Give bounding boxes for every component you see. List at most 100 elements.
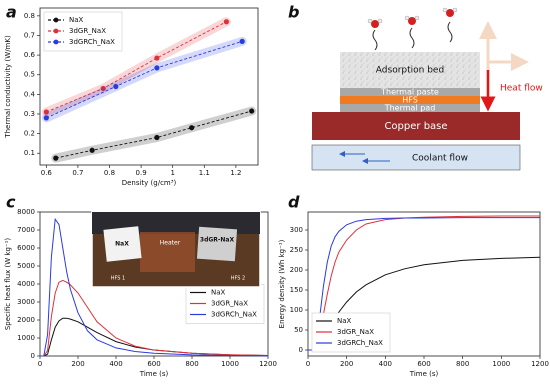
data-point xyxy=(189,125,195,131)
inset-label: HFS 2 xyxy=(231,276,246,282)
y-tick-label: 0 xyxy=(31,352,35,360)
data-point xyxy=(43,115,49,121)
x-tick-label: 400 xyxy=(379,360,392,368)
legend-label: NaX xyxy=(211,289,226,297)
legend-label: 3dGRCh_NaX xyxy=(337,339,383,347)
x-tick-label: 1200 xyxy=(259,360,277,368)
y-tick-label: 150 xyxy=(290,286,303,294)
legend-label: 3dGRCh_NaX xyxy=(69,38,115,46)
data-point xyxy=(154,65,160,71)
y-tick-label: 3000 xyxy=(17,298,35,306)
data-point xyxy=(223,19,230,25)
x-tick-label: 800 xyxy=(185,360,198,368)
x-tick-label: 1000 xyxy=(221,360,239,368)
heat-flow-label: Heat flow xyxy=(500,84,543,94)
thermal-pad xyxy=(340,104,480,112)
series-line xyxy=(40,279,269,357)
error-band xyxy=(41,36,247,123)
series-line xyxy=(55,110,252,159)
y-axis-label: Specific heat flux (W kg⁻¹) xyxy=(4,238,12,331)
x-tick-label: 0.6 xyxy=(41,169,53,177)
y-tick-label: 6000 xyxy=(17,244,35,252)
thermal-paste xyxy=(340,88,480,96)
x-tick-label: 400 xyxy=(109,360,122,368)
y-tick-label: 7000 xyxy=(17,226,35,234)
y-tick-label: 0.6 xyxy=(24,51,36,59)
coolant-flow-label: Coolant flow xyxy=(412,154,468,164)
x-axis-label: Density (g/cm³) xyxy=(122,179,177,187)
x-tick-label: 0.8 xyxy=(104,169,115,177)
y-tick-label: 200 xyxy=(290,266,303,274)
series-line xyxy=(46,40,243,119)
y-tick-label: 4000 xyxy=(17,280,35,288)
diagram: b Adsorption bed Thermal paste HFS Therm… xyxy=(288,3,543,171)
legend-label: NaX xyxy=(69,16,84,24)
inset-label: Heater xyxy=(160,240,181,247)
legend-marker xyxy=(53,28,59,34)
copper-base xyxy=(312,112,520,140)
data-point xyxy=(249,108,255,114)
y-tick-label: 0.4 xyxy=(24,90,36,98)
x-tick-label: 0.9 xyxy=(136,169,147,177)
plot-frame xyxy=(39,7,259,166)
legend-label: NaX xyxy=(337,317,352,325)
legend-label: 3dGR_NaX xyxy=(69,27,106,35)
series-line xyxy=(40,217,269,357)
y-tick-label: 300 xyxy=(290,226,303,234)
data-point xyxy=(43,109,49,115)
data-point xyxy=(154,55,160,61)
x-tick-label: 0.7 xyxy=(72,169,83,177)
data-point xyxy=(89,147,95,153)
y-axis-label: Energy density (Wh kg⁻¹) xyxy=(278,239,286,328)
x-tick-label: 1.2 xyxy=(230,169,241,177)
data-point xyxy=(113,83,119,90)
x-tick-label: 1000 xyxy=(492,360,510,368)
y-tick-label: 0.7 xyxy=(24,31,35,39)
thermal-paste-label: Thermal paste xyxy=(380,88,439,97)
legend-marker xyxy=(53,17,59,23)
x-axis-label: Time (s) xyxy=(139,370,169,378)
x-tick-label: 1.1 xyxy=(199,169,210,177)
y-tick-label: 0.8 xyxy=(24,12,35,20)
hfs xyxy=(340,96,480,104)
y-tick-label: 100 xyxy=(290,306,303,314)
data-point xyxy=(239,38,245,44)
y-axis-label: Thermal conductivity (W/mK) xyxy=(4,35,12,139)
legend-marker xyxy=(53,39,59,45)
legend-label: 3dGRCh_NaX xyxy=(211,311,257,319)
y-tick-label: 50 xyxy=(294,326,303,334)
y-tick-label: 0.2 xyxy=(24,130,35,138)
x-axis-label: Time (s) xyxy=(409,370,439,378)
y-tick-label: 0.1 xyxy=(24,149,35,157)
adsorption-bed-label: Adsorption bed xyxy=(376,66,444,76)
y-tick-label: 1000 xyxy=(17,334,35,342)
panel-label: c xyxy=(6,193,16,212)
inset-label: HFS 1 xyxy=(111,276,126,282)
data-point xyxy=(154,134,160,141)
molecules xyxy=(367,7,458,51)
x-tick-label: 800 xyxy=(456,360,469,368)
inset-label: 3dGR-NaX xyxy=(200,237,235,244)
x-tick-label: 600 xyxy=(417,360,430,368)
hfs-label: HFS xyxy=(402,96,418,105)
panel-label: b xyxy=(288,3,299,22)
legend-label: 3dGR_NaX xyxy=(211,300,248,308)
y-tick-label: 2000 xyxy=(17,316,35,324)
inset-label: NaX xyxy=(115,241,129,248)
y-tick-label: 0.3 xyxy=(24,110,35,118)
x-tick-label: 0 xyxy=(38,360,42,368)
y-tick-label: 0 xyxy=(299,346,303,354)
legend-label: 3dGR_NaX xyxy=(337,328,374,336)
panel-label: d xyxy=(288,193,300,212)
x-tick-label: 600 xyxy=(147,360,160,368)
thermal-pad-label: Thermal pad xyxy=(384,104,436,113)
coolant-channel xyxy=(311,144,521,171)
x-tick-label: 200 xyxy=(71,360,84,368)
series-line xyxy=(46,21,227,113)
y-tick-label: 8000 xyxy=(17,208,35,216)
x-tick-label: 200 xyxy=(340,360,353,368)
y-tick-label: 250 xyxy=(290,246,303,254)
inset-photo: NaX Heater 3dGR-NaX HFS 1 HFS 2 xyxy=(91,211,261,288)
copper-base-label: Copper base xyxy=(384,121,447,132)
